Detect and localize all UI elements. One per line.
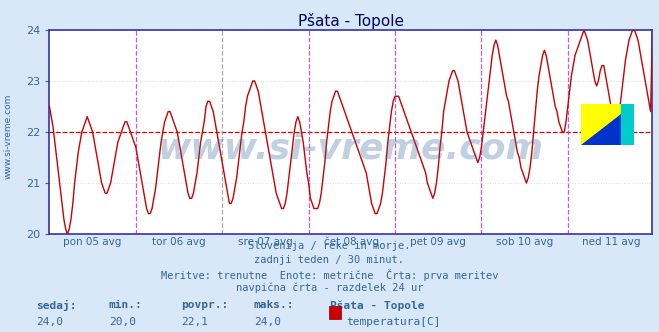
Text: 24,0: 24,0	[254, 317, 281, 327]
Polygon shape	[581, 104, 634, 145]
Text: sedaj:: sedaj:	[36, 300, 76, 311]
Text: 22,1: 22,1	[181, 317, 208, 327]
Text: 20,0: 20,0	[109, 317, 136, 327]
Text: min.:: min.:	[109, 300, 142, 310]
Text: www.si-vreme.com: www.si-vreme.com	[158, 131, 544, 165]
Text: Slovenija / reke in morje.: Slovenija / reke in morje.	[248, 241, 411, 251]
Text: Pšata - Topole: Pšata - Topole	[330, 300, 424, 311]
Text: 24,0: 24,0	[36, 317, 63, 327]
Text: Meritve: trenutne  Enote: metrične  Črta: prva meritev: Meritve: trenutne Enote: metrične Črta: …	[161, 269, 498, 281]
Polygon shape	[621, 104, 634, 145]
Text: temperatura[C]: temperatura[C]	[346, 317, 440, 327]
Text: navpična črta - razdelek 24 ur: navpična črta - razdelek 24 ur	[236, 283, 423, 293]
Polygon shape	[581, 104, 634, 145]
Title: Pšata - Topole: Pšata - Topole	[298, 13, 404, 29]
Text: maks.:: maks.:	[254, 300, 294, 310]
Text: povpr.:: povpr.:	[181, 300, 229, 310]
Text: zadnji teden / 30 minut.: zadnji teden / 30 minut.	[254, 255, 405, 265]
Text: www.si-vreme.com: www.si-vreme.com	[3, 93, 13, 179]
